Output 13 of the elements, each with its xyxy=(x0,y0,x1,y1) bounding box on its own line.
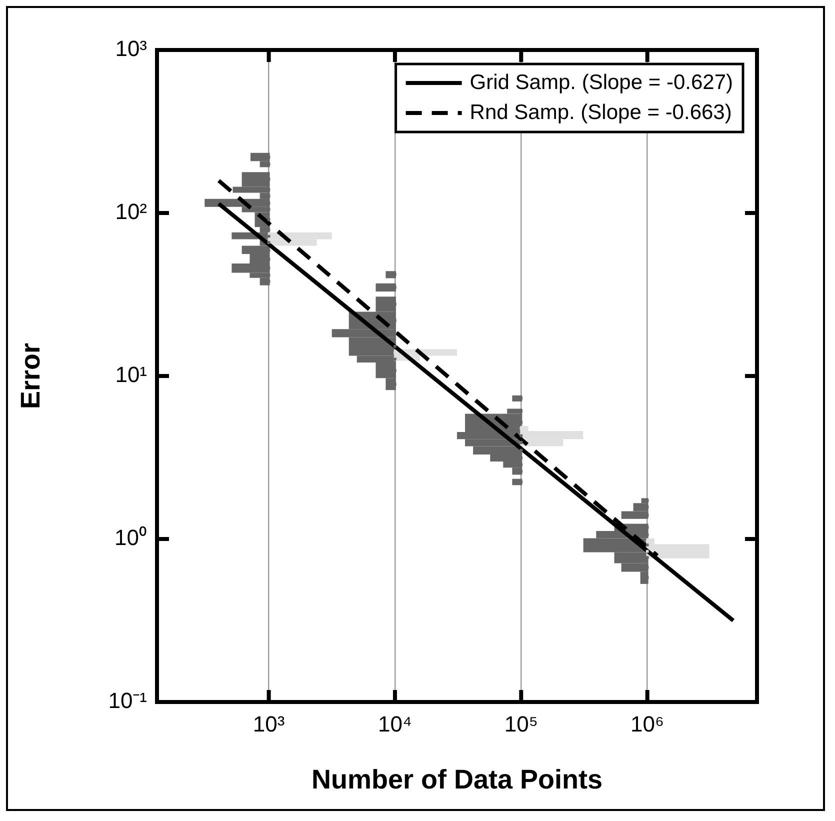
legend-label: Grid Samp. (Slope = -0.627) xyxy=(470,70,734,94)
y-tick-label: 10⁰ xyxy=(114,525,147,550)
y-tick-label: 10⁻¹ xyxy=(108,688,147,714)
y-tick-label: 10² xyxy=(115,199,147,224)
x-tick-label: 10⁶ xyxy=(630,711,664,736)
x-tick-label: 10³ xyxy=(252,711,285,736)
x-tick-label: 10⁴ xyxy=(378,711,412,736)
y-axis-title: Error xyxy=(16,342,46,410)
x-axis-title: Number of Data Points xyxy=(311,764,603,794)
y-tick-label: 10¹ xyxy=(115,362,147,388)
y-tick-label: 10³ xyxy=(115,36,147,62)
legend-label: Rnd Samp. (Slope = -0.663) xyxy=(470,100,732,124)
x-tick-label: 10⁵ xyxy=(504,711,538,736)
